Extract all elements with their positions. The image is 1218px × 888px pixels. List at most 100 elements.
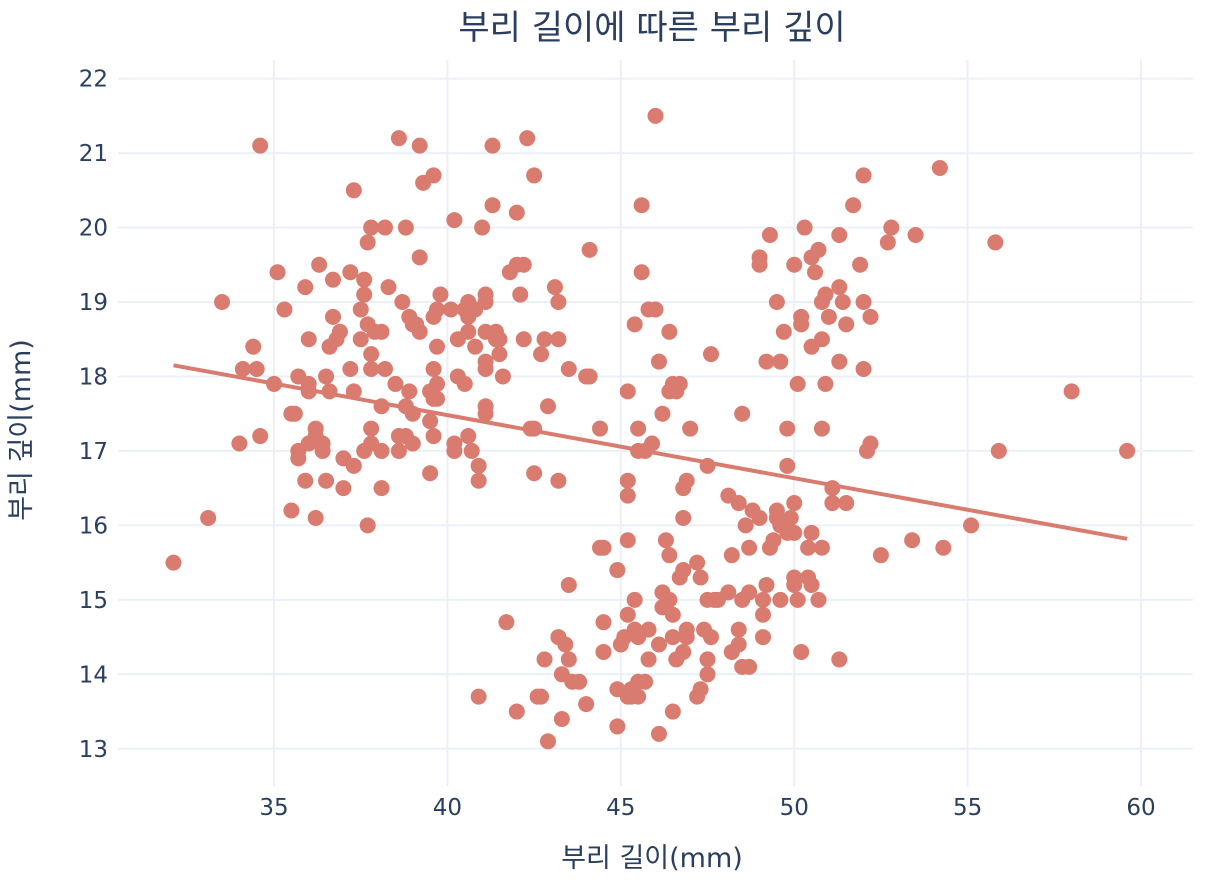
data-point [702,346,719,363]
data-point [560,361,577,378]
data-point [266,375,283,392]
data-point [276,301,293,318]
data-point [411,249,428,266]
data-point [838,316,855,333]
data-point [248,361,265,378]
data-point [325,271,341,288]
data-point [297,279,314,296]
data-point [536,331,553,348]
data-point [786,569,803,586]
data-point [907,226,924,243]
data-point [390,130,407,147]
data-point [803,576,820,593]
data-point [786,495,803,512]
data-point [269,264,286,281]
data-point [834,294,851,310]
data-point [283,502,300,519]
data-point [373,442,390,459]
data-point [755,629,771,646]
data-point [751,509,768,526]
data-point [730,621,747,638]
data-point [755,591,771,608]
data-point [741,658,758,675]
data-point [664,703,681,720]
data-point [356,271,373,288]
data-point [619,383,636,400]
data-point [779,420,796,437]
data-point [831,279,848,296]
data-point [363,219,380,236]
data-point [619,606,636,623]
data-point [352,301,369,318]
data-point [550,629,567,646]
data-point [550,472,567,489]
data-point [883,219,900,236]
data-point [321,383,338,400]
y-tick-label: 18 [79,364,108,390]
data-point [342,361,359,378]
data-point [352,331,369,348]
data-point [654,405,671,422]
data-point [852,256,869,273]
data-point [214,294,231,310]
data-point [810,591,827,608]
data-point [595,643,612,660]
data-point [363,420,380,437]
data-point [786,256,803,273]
data-point [540,398,556,415]
data-point [987,234,1004,251]
data-point [803,524,820,541]
data-point [477,286,494,303]
x-tick-label: 55 [953,795,982,821]
data-point [526,420,543,437]
data-point [345,457,362,474]
data-point [793,308,810,325]
x-axis-title: 부리 길이(mm) [561,843,743,874]
data-point [345,182,362,199]
data-point [1063,383,1080,400]
data-point [519,130,536,147]
data-point [536,651,553,668]
data-point [592,539,609,556]
data-point [619,487,636,504]
y-tick-label: 19 [79,290,108,316]
data-point [318,368,335,385]
data-point [425,428,442,445]
data-point [931,159,948,176]
data-point [477,353,494,370]
data-point [359,234,376,251]
data-point [515,331,532,348]
data-point [484,137,501,154]
data-point [990,442,1007,459]
data-point [390,442,407,459]
y-tick-label: 15 [79,588,108,614]
data-point [307,509,324,526]
data-point [550,294,567,310]
data-point [470,472,487,489]
data-point [623,688,640,705]
data-point [879,234,896,251]
data-point [460,323,477,340]
data-point [831,226,848,243]
data-point [540,733,556,750]
x-tick-label: 50 [780,795,809,821]
data-point [810,241,827,258]
data-point [800,539,817,556]
data-point [592,420,609,437]
data-point [675,509,692,526]
data-point [609,718,626,735]
x-tick-label: 40 [433,795,462,821]
data-point [751,249,768,266]
data-point [699,651,716,668]
data-point [647,301,664,318]
data-point [872,547,889,564]
data-point [678,629,695,646]
data-point [862,308,879,325]
data-point [963,517,980,534]
data-point [425,167,442,184]
data-point [474,219,491,236]
data-point [470,688,487,705]
data-point [654,599,671,616]
y-tick-label: 13 [79,737,108,763]
